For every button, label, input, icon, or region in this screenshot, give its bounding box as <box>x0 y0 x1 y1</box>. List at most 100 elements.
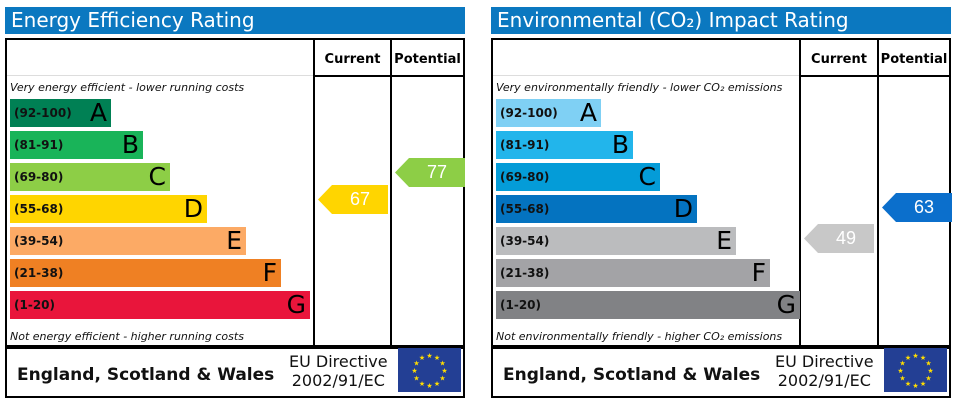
divider <box>493 345 949 347</box>
band-letter: B <box>121 130 139 159</box>
chart-title: Environmental (CO₂) Impact Rating <box>491 7 951 34</box>
svg-text:★: ★ <box>413 375 419 383</box>
band-c: (69-80) C <box>10 163 170 191</box>
svg-text:★: ★ <box>441 367 447 375</box>
svg-text:★: ★ <box>426 382 432 390</box>
band-range: (81-91) <box>500 138 550 152</box>
svg-text:★: ★ <box>419 380 425 388</box>
header-potential: Potential <box>880 52 948 67</box>
divider <box>799 75 949 77</box>
chart-title: Energy Efficiency Rating <box>5 7 465 34</box>
column-divider <box>313 40 315 347</box>
column-divider <box>390 40 392 347</box>
header-potential: Potential <box>394 52 461 67</box>
svg-text:★: ★ <box>925 375 931 383</box>
svg-text:★: ★ <box>413 360 419 368</box>
band-letter: C <box>638 162 656 191</box>
potential-rating-arrow: 63 <box>882 193 952 222</box>
band-g: (1-20) G <box>10 291 310 319</box>
rating-table: Current Potential Very energy efficient … <box>5 38 465 398</box>
divider <box>7 347 463 349</box>
svg-text:★: ★ <box>434 380 440 388</box>
band-e: (39-54) E <box>496 227 736 255</box>
band-f: (21-38) F <box>10 259 281 287</box>
svg-text:★: ★ <box>439 375 445 383</box>
svg-text:★: ★ <box>897 367 903 375</box>
band-range: (92-100) <box>500 106 558 120</box>
header-current: Current <box>811 52 867 67</box>
top-note: Very energy efficient - lower running co… <box>10 81 245 94</box>
band-range: (39-54) <box>14 234 64 248</box>
band-letter: D <box>183 194 203 223</box>
band-b: (81-91) B <box>10 131 143 159</box>
band-letter: E <box>226 226 242 255</box>
svg-text:★: ★ <box>899 360 905 368</box>
band-letter: D <box>673 194 693 223</box>
svg-text:★: ★ <box>912 382 918 390</box>
footer-region: England, Scotland & Wales <box>17 365 275 385</box>
svg-text:★: ★ <box>920 380 926 388</box>
band-d: (55-68) D <box>10 195 207 223</box>
eu-directive: EU Directive 2002/91/EC <box>775 352 874 390</box>
svg-text:★: ★ <box>419 354 425 362</box>
energy-efficiency-chart: Energy Efficiency Rating Current Potenti… <box>5 0 467 404</box>
directive-label: EU Directive <box>775 352 874 371</box>
svg-text:★: ★ <box>439 360 445 368</box>
divider <box>313 75 463 77</box>
band-range: (55-68) <box>14 202 64 216</box>
eu-flag-icon: ★ ★ ★ ★ ★ ★ ★ ★ ★ ★ ★ ★ <box>398 348 461 392</box>
band-letter: E <box>716 226 732 255</box>
potential-rating-value: 77 <box>426 162 448 182</box>
band-range: (81-91) <box>14 138 64 152</box>
current-rating-value: 49 <box>835 227 857 248</box>
svg-text:★: ★ <box>899 375 905 383</box>
potential-rating-value: 63 <box>913 197 935 217</box>
band-b: (81-91) B <box>496 131 633 159</box>
band-range: (69-80) <box>500 170 550 184</box>
band-f: (21-38) F <box>496 259 770 287</box>
band-letter: F <box>751 258 766 287</box>
current-rating-arrow: 49 <box>804 223 874 253</box>
band-d: (55-68) D <box>496 195 697 223</box>
band-g: (1-20) G <box>496 291 800 319</box>
environmental-impact-chart: Environmental (CO₂) Impact Rating Curren… <box>491 0 953 404</box>
band-letter: G <box>286 290 306 319</box>
footer-region: England, Scotland & Wales <box>503 365 761 385</box>
band-letter: C <box>148 162 166 191</box>
eu-directive: EU Directive 2002/91/EC <box>289 352 388 390</box>
svg-text:★: ★ <box>912 352 918 360</box>
svg-text:★: ★ <box>411 367 417 375</box>
band-letter: A <box>579 98 597 127</box>
eu-flag-icon: ★ ★ ★ ★ ★ ★ ★ ★ ★ ★ ★ ★ <box>884 348 947 392</box>
bottom-note: Not environmentally friendly - higher CO… <box>496 330 783 343</box>
directive-label: EU Directive <box>289 352 388 371</box>
band-a: (92-100) A <box>496 99 601 127</box>
band-range: (21-38) <box>500 266 550 280</box>
potential-rating-arrow: 77 <box>395 158 465 187</box>
column-divider <box>799 40 801 347</box>
divider <box>493 347 949 349</box>
svg-text:★: ★ <box>434 354 440 362</box>
band-range: (39-54) <box>500 234 550 248</box>
band-letter: F <box>262 258 277 287</box>
top-note: Very environmentally friendly - lower CO… <box>496 81 783 94</box>
divider <box>493 75 799 76</box>
svg-text:★: ★ <box>905 380 911 388</box>
band-range: (92-100) <box>14 106 72 120</box>
band-letter: G <box>776 290 796 319</box>
band-e: (39-54) E <box>10 227 246 255</box>
column-divider <box>877 40 879 347</box>
directive-number: 2002/91/EC <box>291 371 385 390</box>
band-letter: B <box>611 130 629 159</box>
band-c: (69-80) C <box>496 163 660 191</box>
divider <box>7 345 463 347</box>
header-current: Current <box>324 52 381 67</box>
band-letter: A <box>89 98 107 127</box>
svg-text:★: ★ <box>927 367 933 375</box>
svg-text:★: ★ <box>426 352 432 360</box>
svg-text:★: ★ <box>920 354 926 362</box>
band-range: (69-80) <box>14 170 64 184</box>
bottom-note: Not energy efficient - higher running co… <box>10 330 244 343</box>
band-range: (21-38) <box>14 266 64 280</box>
band-range: (1-20) <box>500 298 541 312</box>
